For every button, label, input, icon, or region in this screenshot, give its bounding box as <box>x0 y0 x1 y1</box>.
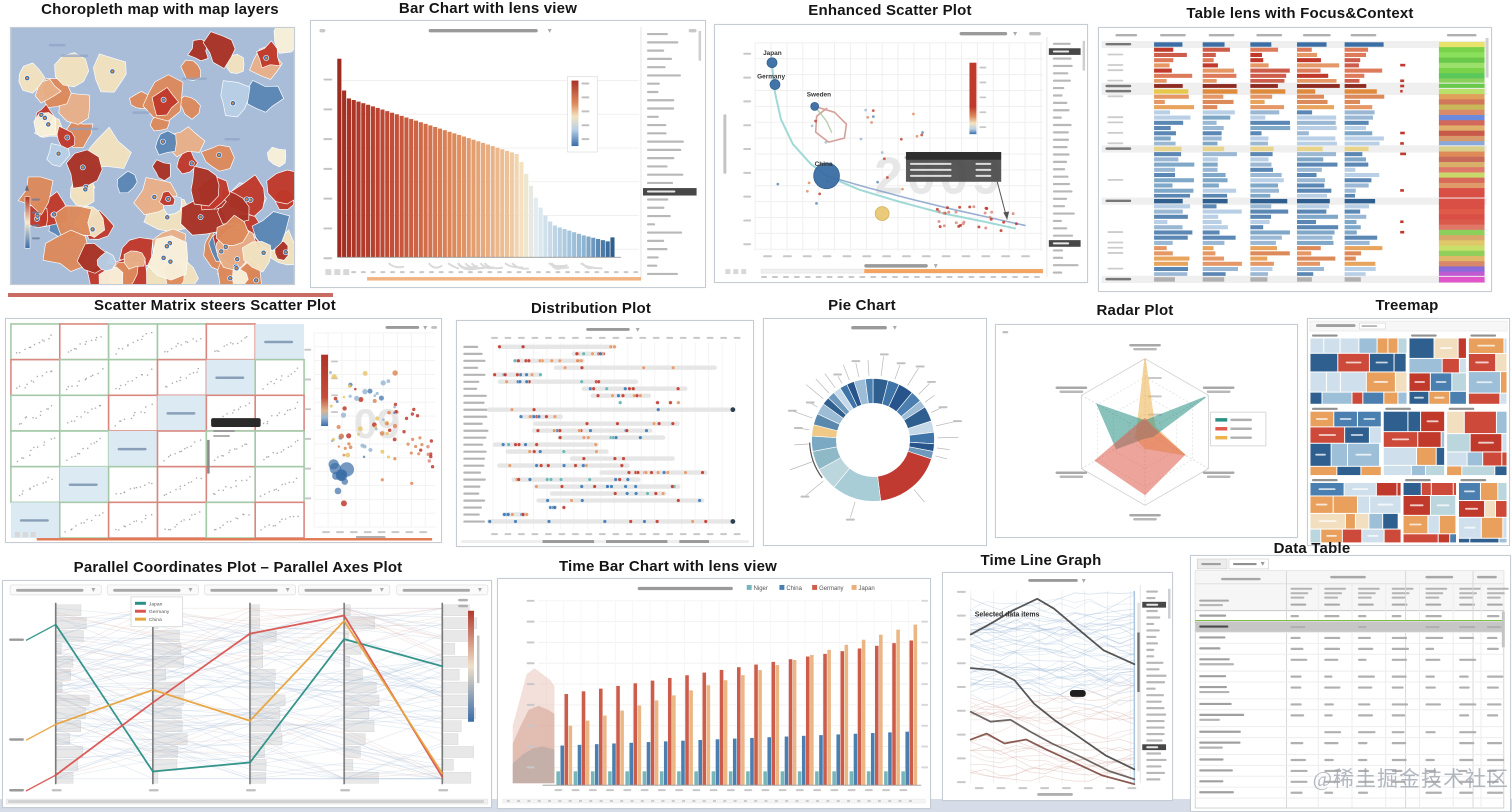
svg-text:Japan: Japan <box>859 586 875 592</box>
panel-title-treemap: Treemap <box>1375 297 1439 314</box>
svg-text:Japan: Japan <box>149 601 163 607</box>
svg-text:Japan: Japan <box>763 50 782 57</box>
svg-text:China: China <box>149 617 162 623</box>
svg-text:Germany: Germany <box>757 74 785 81</box>
panel-timeline[interactable]: Selected data items <box>942 572 1173 801</box>
panel-title-radar: Radar Plot <box>1096 302 1174 319</box>
panel-choropleth[interactable] <box>10 27 295 285</box>
panel-barchart[interactable] <box>310 20 706 288</box>
panel-distribution[interactable] <box>456 320 754 547</box>
svg-text:Germany: Germany <box>819 586 843 592</box>
panel-title-timeline: Time Line Graph <box>980 552 1102 569</box>
panel-title-choropleth: Choropleth map with map layers <box>41 1 279 18</box>
svg-text:Germany: Germany <box>149 609 170 615</box>
watermark: @稀土掘金技术社区 <box>1312 767 1509 791</box>
radar-chart <box>1002 330 1267 521</box>
panel-radar[interactable] <box>995 324 1298 538</box>
parallel-chart: Japan Germany China <box>5 584 489 805</box>
panel-parallel[interactable]: Japan Germany China <box>2 580 492 808</box>
scroll-strip[interactable] <box>8 293 333 297</box>
panel-pie[interactable] <box>763 318 987 546</box>
scatter-chart: 2009JapanGermanySwedenChina <box>723 31 1086 279</box>
datatable-chart <box>1194 558 1509 809</box>
panel-title-pie: Pie Chart <box>828 297 896 314</box>
panel-datatable[interactable] <box>1190 555 1511 812</box>
panel-scatter[interactable]: 2009JapanGermanySwedenChina <box>714 24 1088 283</box>
panel-title-parallel: Parallel Coordinates Plot – Parallel Axe… <box>73 559 403 576</box>
pie-chart <box>787 325 962 521</box>
panel-splom[interactable]: 09 <box>5 318 442 543</box>
panel-title-tablelens: Table lens with Focus&Context <box>1186 5 1414 22</box>
panel-treemap[interactable] <box>1307 318 1510 546</box>
svg-text:Selected data items: Selected data items <box>975 612 1040 619</box>
svg-text:China: China <box>815 161 833 168</box>
panel-title-timebar: Time Bar Chart with lens view <box>558 558 778 575</box>
panel-tablelens[interactable] <box>1098 27 1492 292</box>
svg-text:China: China <box>786 586 802 592</box>
panel-title-scatter: Enhanced Scatter Plot <box>808 2 972 19</box>
distribution-chart <box>461 327 749 544</box>
panel-title-barchart: Bar Chart with lens view <box>398 0 578 17</box>
panel-title-datatable: Data Table <box>1273 540 1351 557</box>
treemap-chart <box>1309 320 1508 543</box>
splom-chart: 09 <box>10 323 438 541</box>
tablelens-chart <box>1101 33 1489 284</box>
panel-timebar[interactable]: Niger China Germany Japan <box>497 578 931 809</box>
timeline-chart: Selected data items <box>956 578 1171 796</box>
timebar-chart: Niger China Germany Japan <box>502 584 929 804</box>
panel-title-splom: Scatter Matrix steers Scatter Plot <box>94 297 336 314</box>
svg-text:Niger: Niger <box>754 586 768 592</box>
svg-text:09: 09 <box>354 400 400 447</box>
panel-title-distribution: Distribution Plot <box>530 300 652 317</box>
barchart-chart <box>319 26 702 281</box>
svg-text:Sweden: Sweden <box>807 91 831 98</box>
choropleth-chart <box>11 28 294 284</box>
